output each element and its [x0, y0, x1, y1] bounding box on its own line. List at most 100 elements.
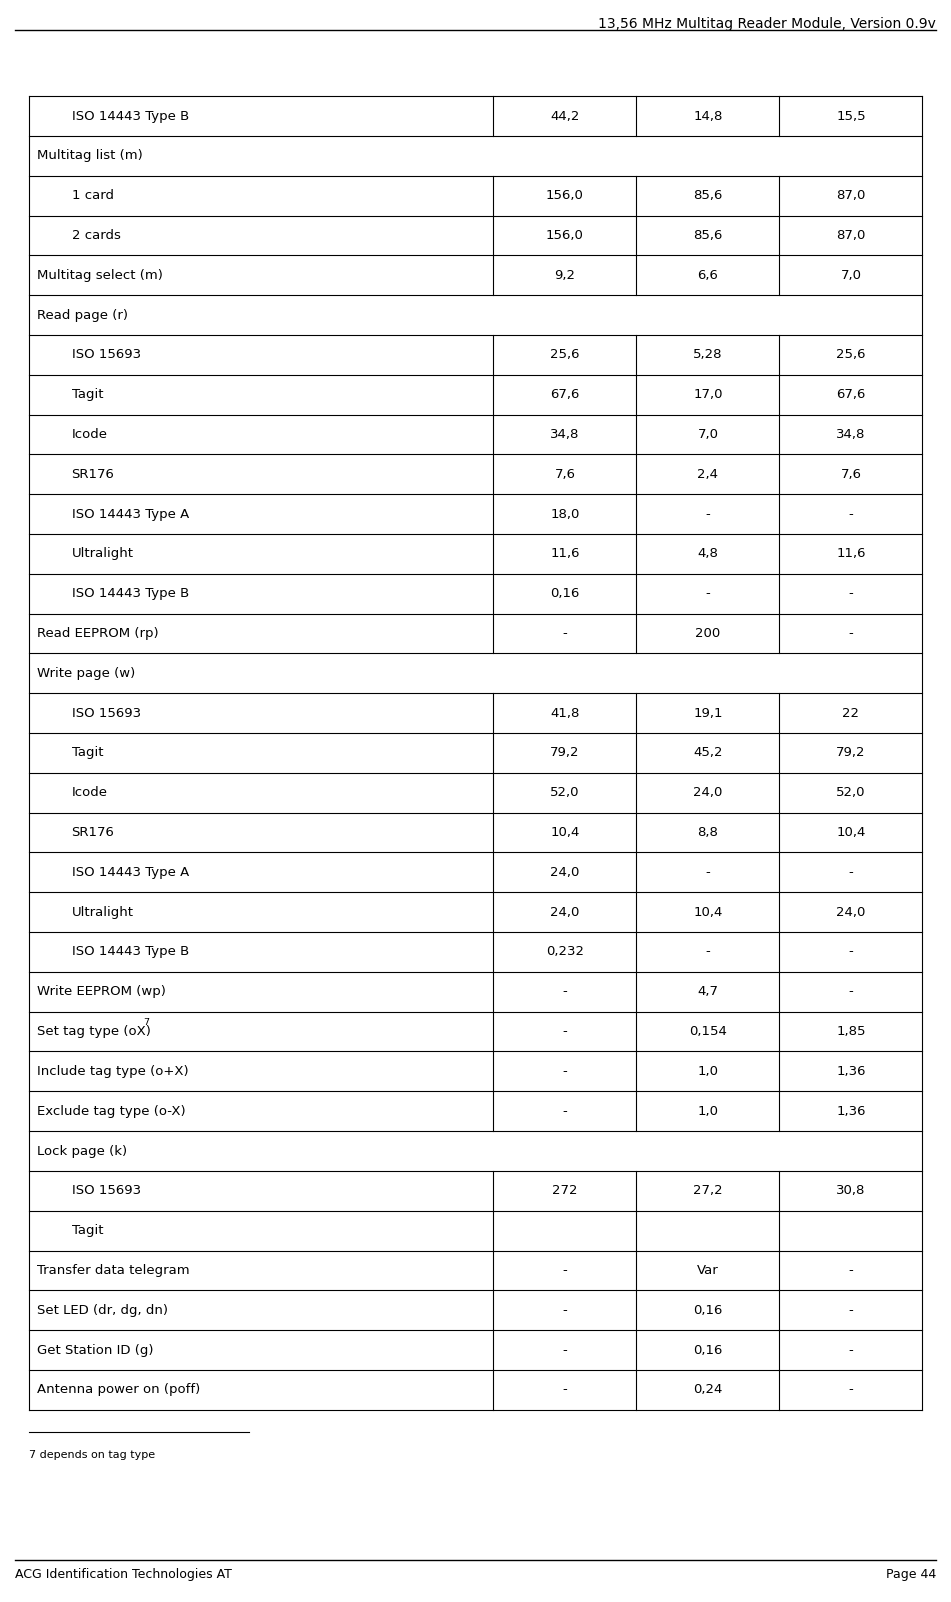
Text: -: - — [563, 1065, 567, 1078]
Text: 1,36: 1,36 — [836, 1105, 865, 1118]
Text: Transfer data telegram: Transfer data telegram — [36, 1264, 189, 1277]
Text: -: - — [706, 508, 710, 521]
Text: SR176: SR176 — [71, 468, 114, 481]
Text: -: - — [848, 588, 853, 601]
Text: 41,8: 41,8 — [551, 706, 579, 719]
Text: 34,8: 34,8 — [551, 428, 579, 441]
Text: 272: 272 — [553, 1184, 577, 1197]
Text: 7 depends on tag type: 7 depends on tag type — [29, 1450, 155, 1459]
Text: 13,56 MHz Multitag Reader Module, Version 0.9v: 13,56 MHz Multitag Reader Module, Versio… — [598, 18, 936, 30]
Text: 85,6: 85,6 — [693, 229, 723, 242]
Text: 156,0: 156,0 — [546, 229, 584, 242]
Text: 52,0: 52,0 — [550, 787, 580, 799]
Text: 17,0: 17,0 — [693, 388, 723, 400]
Text: -: - — [563, 1384, 567, 1397]
Text: ACG Identification Technologies AT: ACG Identification Technologies AT — [15, 1568, 232, 1581]
Text: Tagit: Tagit — [71, 388, 103, 400]
Text: 22: 22 — [843, 706, 860, 719]
Text: 0,232: 0,232 — [546, 945, 584, 958]
Text: 0,24: 0,24 — [693, 1384, 723, 1397]
Text: 44,2: 44,2 — [551, 109, 579, 122]
Text: 24,0: 24,0 — [836, 905, 865, 918]
Text: 0,154: 0,154 — [689, 1025, 727, 1038]
Text: -: - — [848, 985, 853, 998]
Text: 11,6: 11,6 — [550, 548, 580, 561]
Text: Multitag select (m): Multitag select (m) — [36, 269, 163, 282]
Text: Ultralight: Ultralight — [71, 548, 133, 561]
Text: Get Station ID (g): Get Station ID (g) — [36, 1344, 153, 1357]
Text: -: - — [848, 1344, 853, 1357]
Text: 25,6: 25,6 — [550, 348, 580, 362]
Text: -: - — [706, 945, 710, 958]
Text: -: - — [563, 985, 567, 998]
Text: -: - — [563, 1105, 567, 1118]
Text: 45,2: 45,2 — [693, 747, 723, 759]
Text: Var: Var — [697, 1264, 719, 1277]
Text: ISO 14443 Type B: ISO 14443 Type B — [71, 109, 189, 122]
Text: 0,16: 0,16 — [693, 1304, 723, 1317]
Text: 79,2: 79,2 — [550, 747, 580, 759]
Text: 1,0: 1,0 — [697, 1065, 718, 1078]
Text: Lock page (k): Lock page (k) — [36, 1144, 126, 1158]
Text: -: - — [848, 945, 853, 958]
Text: -: - — [706, 588, 710, 601]
Text: ISO 14443 Type B: ISO 14443 Type B — [71, 945, 189, 958]
Text: 15,5: 15,5 — [836, 109, 865, 122]
Text: Set LED (dr, dg, dn): Set LED (dr, dg, dn) — [36, 1304, 167, 1317]
Text: 27,2: 27,2 — [693, 1184, 723, 1197]
Text: ISO 14443 Type A: ISO 14443 Type A — [71, 508, 189, 521]
Text: 24,0: 24,0 — [693, 787, 723, 799]
Text: 1,0: 1,0 — [697, 1105, 718, 1118]
Text: -: - — [848, 865, 853, 879]
Text: -: - — [848, 1264, 853, 1277]
Text: 5,28: 5,28 — [693, 348, 723, 362]
Text: 14,8: 14,8 — [693, 109, 723, 122]
Text: 24,0: 24,0 — [551, 905, 579, 918]
Text: -: - — [848, 626, 853, 641]
Text: 200: 200 — [695, 626, 721, 641]
Text: 79,2: 79,2 — [836, 747, 865, 759]
Text: Page 44: Page 44 — [885, 1568, 936, 1581]
Text: 7,0: 7,0 — [697, 428, 718, 441]
Text: Icode: Icode — [71, 428, 107, 441]
Text: Exclude tag type (o-X): Exclude tag type (o-X) — [36, 1105, 185, 1118]
Text: 4,8: 4,8 — [697, 548, 718, 561]
Text: 7,0: 7,0 — [841, 269, 862, 282]
Text: 9,2: 9,2 — [554, 269, 575, 282]
Text: 30,8: 30,8 — [836, 1184, 865, 1197]
Text: 7: 7 — [144, 1019, 149, 1027]
Text: 87,0: 87,0 — [836, 189, 865, 202]
Text: ISO 14443 Type B: ISO 14443 Type B — [71, 588, 189, 601]
Text: ISO 14443 Type A: ISO 14443 Type A — [71, 865, 189, 879]
Text: Icode: Icode — [71, 787, 107, 799]
Text: Ultralight: Ultralight — [71, 905, 133, 918]
Text: -: - — [563, 1264, 567, 1277]
Text: Multitag list (m): Multitag list (m) — [36, 149, 143, 162]
Text: Write page (w): Write page (w) — [36, 666, 135, 679]
Text: 2,4: 2,4 — [697, 468, 718, 481]
Text: 10,4: 10,4 — [693, 905, 723, 918]
Text: 52,0: 52,0 — [836, 787, 865, 799]
Text: 87,0: 87,0 — [836, 229, 865, 242]
Text: -: - — [563, 1344, 567, 1357]
Text: -: - — [848, 1304, 853, 1317]
Text: -: - — [706, 865, 710, 879]
Text: Antenna power on (poff): Antenna power on (poff) — [36, 1384, 200, 1397]
Text: 2 cards: 2 cards — [71, 229, 121, 242]
Text: Read page (r): Read page (r) — [36, 309, 127, 322]
Text: 25,6: 25,6 — [836, 348, 865, 362]
Text: 67,6: 67,6 — [551, 388, 579, 400]
Text: 67,6: 67,6 — [836, 388, 865, 400]
Text: 1,36: 1,36 — [836, 1065, 865, 1078]
Text: -: - — [848, 1384, 853, 1397]
Text: Read EEPROM (rp): Read EEPROM (rp) — [36, 626, 158, 641]
Text: 0,16: 0,16 — [693, 1344, 723, 1357]
Text: 6,6: 6,6 — [697, 269, 718, 282]
Text: Include tag type (o+X): Include tag type (o+X) — [36, 1065, 188, 1078]
Text: -: - — [563, 1304, 567, 1317]
Text: 7,6: 7,6 — [841, 468, 862, 481]
Text: 34,8: 34,8 — [836, 428, 865, 441]
Text: 10,4: 10,4 — [551, 827, 579, 839]
Text: 10,4: 10,4 — [836, 827, 865, 839]
Text: -: - — [563, 1025, 567, 1038]
